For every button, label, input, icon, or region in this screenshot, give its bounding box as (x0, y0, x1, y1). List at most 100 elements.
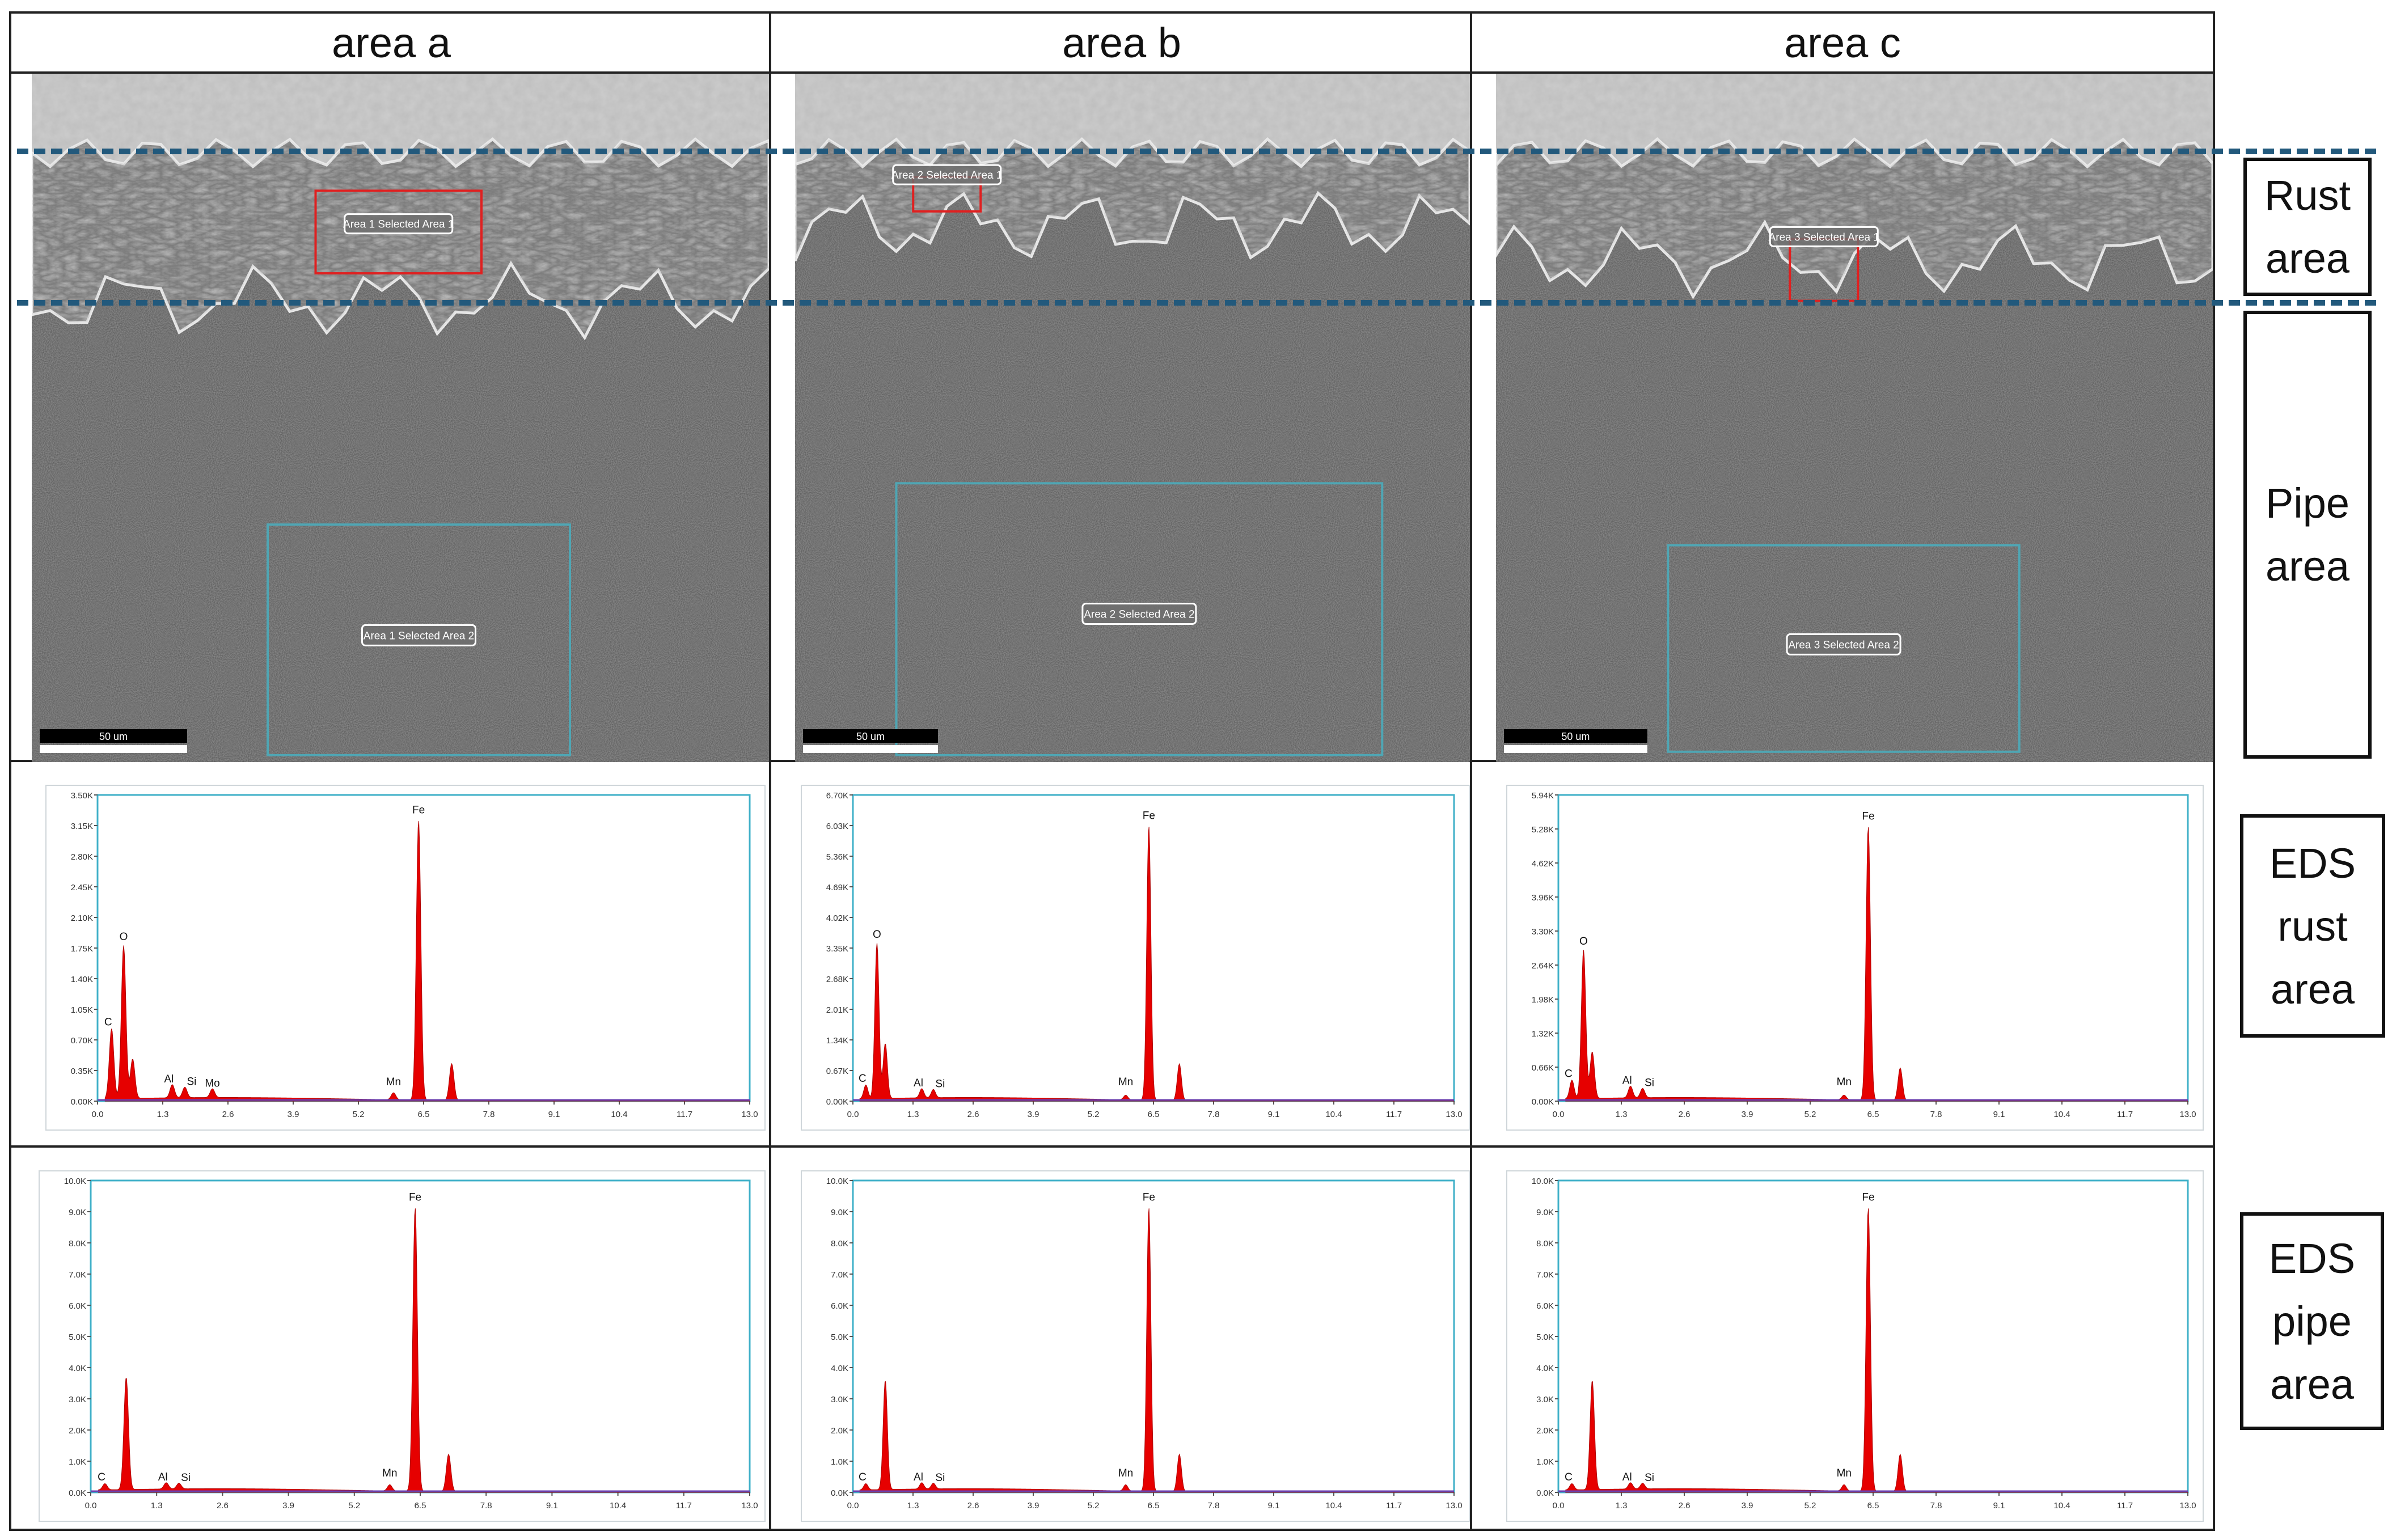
y-tick-label: 9.0K (1536, 1208, 1554, 1217)
y-tick-label: 3.35K (826, 944, 848, 954)
rust-selection-tag (344, 213, 454, 235)
peak-label-mo: Mo (205, 1078, 219, 1090)
x-tick-label: 13.0 (2179, 1501, 2196, 1511)
x-tick-label: 0.0 (92, 1110, 104, 1119)
x-tick-label: 10.4 (611, 1110, 627, 1119)
column-header-area-c: area c (1784, 19, 1901, 66)
y-tick-label: 10.0K (826, 1177, 848, 1186)
scale-bar-background (40, 729, 187, 743)
x-tick-label: 11.7 (676, 1501, 692, 1511)
column-header-area-a: area a (332, 19, 451, 66)
peak-label-mn: Mn (1837, 1467, 1852, 1479)
y-tick-label: 2.68K (826, 975, 848, 984)
y-tick-label: 3.96K (1532, 893, 1554, 903)
x-tick-label: 2.6 (222, 1110, 234, 1119)
y-tick-label: 1.34K (826, 1036, 848, 1046)
x-tick-label: 7.8 (1208, 1501, 1220, 1511)
x-tick-label: 3.9 (1742, 1501, 1753, 1511)
y-tick-label: 0.0K (69, 1488, 86, 1498)
sem-image-area-c: Area 3 Selected Area 1 Area 3 Selected Ar… (1496, 74, 2213, 762)
y-tick-label: 6.03K (826, 822, 848, 831)
pipe-selection-label: Area 3 Selected Area 2 (1788, 639, 1899, 651)
side-label-eds-rust-area: EDS rust area (2240, 814, 2385, 1038)
rust-selection-tag (1769, 226, 1879, 247)
peak-label-al: Al (1622, 1471, 1632, 1483)
y-tick-label: 1.40K (71, 975, 93, 984)
y-tick-label: 7.0K (831, 1270, 848, 1280)
y-tick-label: 3.15K (71, 822, 93, 831)
y-tick-label: 1.75K (71, 944, 93, 954)
y-tick-label: 6.70K (826, 791, 848, 801)
y-tick-label: 0.0K (1536, 1488, 1554, 1498)
y-tick-label: 5.0K (69, 1332, 86, 1342)
x-tick-label: 9.1 (548, 1110, 560, 1119)
y-tick-label: 5.0K (1536, 1332, 1554, 1342)
rust-boundary-lower-dashed-line (17, 300, 2376, 306)
y-tick-label: 1.0K (1536, 1457, 1554, 1467)
peak-label-si: Si (187, 1076, 196, 1088)
x-tick-label: 5.2 (1088, 1501, 1100, 1511)
pipe-selection-box (267, 523, 571, 756)
y-tick-label: 3.0K (831, 1395, 848, 1404)
eds-spectrum-svg: 0.0K 1.0K 2.0K 3.0K 4.0K 5.0K 6.0K 7.0K 8.0K 9.0K… (801, 1170, 1470, 1522)
y-tick-label: 6.0K (1536, 1301, 1554, 1311)
eds-spectrum-svg: 0.0K 1.0K 2.0K 3.0K 4.0K 5.0K 6.0K 7.0K 8.0K 9.0K… (39, 1170, 766, 1522)
row-divider (11, 1145, 2213, 1148)
scale-bar-label: 50 um (1561, 731, 1590, 742)
side-label-rust-text: Rust area (2264, 172, 2351, 282)
scale-bar (40, 745, 187, 753)
x-tick-label: 0.0 (1553, 1501, 1565, 1511)
pipe-selection-box (895, 482, 1384, 756)
y-tick-label: 2.64K (1532, 961, 1554, 971)
peak-label-fe: Fe (1143, 1192, 1155, 1204)
scale-bar (1504, 745, 1647, 753)
peak-label-al: Al (1622, 1075, 1632, 1087)
x-tick-label: 1.3 (907, 1501, 919, 1511)
y-tick-label: 2.0K (1536, 1426, 1554, 1436)
x-tick-label: 5.2 (348, 1501, 360, 1511)
x-tick-label: 2.6 (1679, 1110, 1691, 1119)
plot-area (96, 794, 751, 1102)
x-tick-label: 11.7 (1386, 1501, 1402, 1511)
x-tick-label: 1.3 (151, 1501, 163, 1511)
rust-selection-label: Area 1 Selected Area 1 (343, 219, 454, 231)
x-tick-label: 2.6 (1679, 1501, 1691, 1511)
peak-label-si: Si (181, 1472, 191, 1484)
side-label-eds-pipe-text: EDS pipe area (2268, 1234, 2356, 1408)
y-tick-label: 1.98K (1532, 995, 1554, 1005)
x-tick-label: 0.0 (847, 1110, 859, 1119)
x-tick-label: 10.4 (610, 1501, 626, 1511)
y-tick-label: 0.00K (71, 1097, 93, 1107)
peak-label-fe: Fe (1862, 810, 1874, 822)
x-tick-label: 10.4 (2053, 1110, 2070, 1119)
x-tick-label: 13.0 (1446, 1501, 1462, 1511)
y-tick-label: 0.00K (826, 1097, 848, 1107)
x-tick-label: 10.4 (1325, 1501, 1342, 1511)
eds-spectrum-svg: 0.0K 1.0K 2.0K 3.0K 4.0K 5.0K 6.0K 7.0K 8.0K 9.0K… (1506, 1170, 2204, 1522)
x-tick-label: 1.3 (157, 1110, 169, 1119)
x-tick-label: 7.8 (1208, 1110, 1220, 1119)
x-tick-label: 11.7 (2117, 1110, 2133, 1119)
peak-label-si: Si (935, 1078, 945, 1090)
y-tick-label: 9.0K (831, 1208, 848, 1217)
scale-bar (803, 745, 938, 753)
peak-label-al: Al (914, 1471, 923, 1483)
x-tick-label: 0.0 (847, 1501, 859, 1511)
y-tick-label: 10.0K (64, 1177, 86, 1186)
y-tick-label: 1.0K (69, 1457, 86, 1467)
rust-boundary-upper-dashed-line (17, 149, 2376, 154)
rust-selection-tag (892, 164, 1002, 185)
figure-table: area a area b area c Area 1 Selected Are… (9, 11, 2215, 1531)
pipe-selection-tag (1081, 603, 1197, 625)
y-tick-label: 4.69K (826, 883, 848, 892)
y-tick-label: 5.28K (1532, 825, 1554, 835)
y-tick-label: 5.0K (831, 1332, 848, 1342)
column-divider (769, 14, 771, 1529)
column-header-area-b: area b (1062, 19, 1181, 66)
y-tick-label: 0.0K (831, 1488, 848, 1498)
x-tick-label: 7.8 (1930, 1110, 1942, 1119)
x-tick-label: 11.7 (2117, 1501, 2133, 1511)
eds-rust-chart-area-a: 0.00K 0.35K 0.70K 1.05K 1.40K 1.75K 2.10K 2.45K… (45, 785, 766, 1131)
y-tick-label: 4.0K (831, 1364, 848, 1373)
pipe-selection-tag (1786, 633, 1901, 655)
